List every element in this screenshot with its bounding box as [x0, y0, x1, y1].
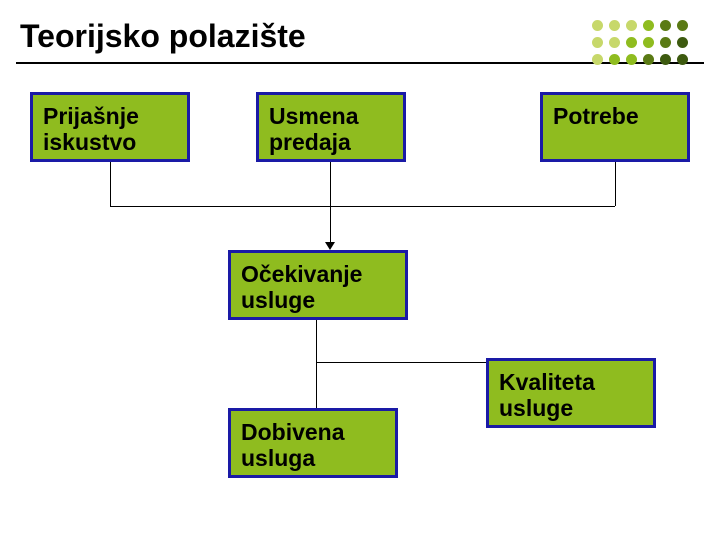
- node-word-of-mouth: Usmena predaja: [256, 92, 406, 162]
- decorative-dot: [643, 54, 654, 65]
- decorative-dot: [677, 54, 688, 65]
- decorative-dot: [609, 20, 620, 31]
- connector-line: [110, 206, 615, 207]
- connector-line: [110, 162, 111, 206]
- node-expectation: Očekivanje usluge: [228, 250, 408, 320]
- connector-line: [316, 362, 486, 363]
- arrowhead-down-icon: [325, 242, 335, 250]
- decorative-dot: [660, 37, 671, 48]
- node-quality: Kvaliteta usluge: [486, 358, 656, 428]
- decorative-dot: [677, 20, 688, 31]
- decorative-dot: [609, 37, 620, 48]
- connector-line: [330, 162, 331, 206]
- decorative-dot: [660, 54, 671, 65]
- decorative-dot: [626, 37, 637, 48]
- decorative-dot: [643, 37, 654, 48]
- decorative-dots: [592, 20, 694, 71]
- decorative-dot: [626, 20, 637, 31]
- decorative-dot: [643, 20, 654, 31]
- connector-line: [316, 362, 317, 408]
- node-received: Dobivena usluga: [228, 408, 398, 478]
- decorative-dot: [592, 37, 603, 48]
- node-prev-experience: Prijašnje iskustvo: [30, 92, 190, 162]
- decorative-dot: [660, 20, 671, 31]
- decorative-dot: [677, 37, 688, 48]
- connector-line: [615, 162, 616, 206]
- decorative-dot: [609, 54, 620, 65]
- decorative-dot: [592, 54, 603, 65]
- page-title: Teorijsko polazište: [20, 18, 306, 55]
- decorative-dot: [626, 54, 637, 65]
- node-needs: Potrebe: [540, 92, 690, 162]
- decorative-dot: [592, 20, 603, 31]
- connector-line: [316, 320, 317, 362]
